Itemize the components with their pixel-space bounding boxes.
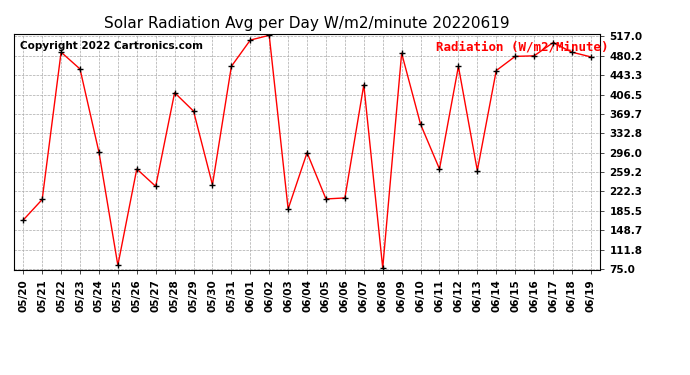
Text: Radiation (W/m2/Minute): Radiation (W/m2/Minute) bbox=[436, 41, 609, 54]
Text: Copyright 2022 Cartronics.com: Copyright 2022 Cartronics.com bbox=[19, 41, 203, 51]
Title: Solar Radiation Avg per Day W/m2/minute 20220619: Solar Radiation Avg per Day W/m2/minute … bbox=[104, 16, 510, 31]
